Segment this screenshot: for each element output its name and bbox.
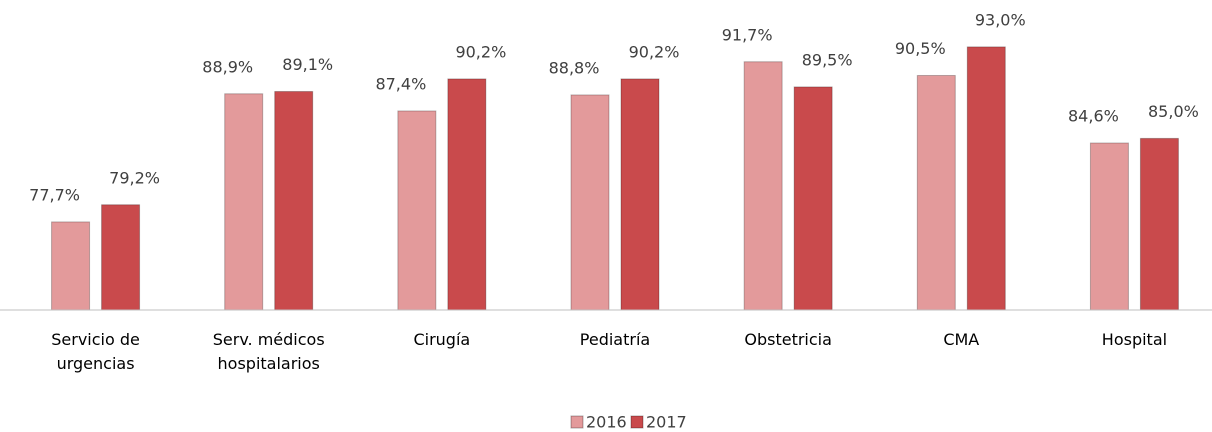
data-label: 89,5% (802, 50, 853, 69)
bar (447, 78, 487, 311)
bar (1139, 137, 1179, 311)
bar (570, 94, 610, 311)
x-tick-label: Hospital (1101, 330, 1168, 349)
data-label: 88,8% (549, 58, 600, 77)
data-label: 93,0% (975, 10, 1026, 29)
bar (1089, 142, 1129, 311)
bar (916, 74, 956, 311)
data-label: 88,9% (202, 57, 253, 76)
legend-label: 2016 (586, 413, 627, 432)
legend-label: 2017 (646, 413, 687, 432)
data-label: 90,2% (629, 42, 680, 61)
bar (743, 61, 783, 311)
legend-swatch (570, 415, 584, 429)
data-label: 84,6% (1068, 106, 1119, 125)
bar (966, 46, 1006, 311)
x-tick-label: CMA (943, 330, 980, 349)
x-tick-label: Serv. médicos hospitalarios (212, 330, 325, 373)
bar (274, 90, 314, 311)
x-tick-label: Servicio de urgencias (51, 330, 140, 373)
legend-swatch (630, 415, 644, 429)
data-label: 79,2% (109, 168, 160, 187)
data-label: 87,4% (375, 74, 426, 93)
bar (793, 86, 833, 311)
bar (101, 204, 141, 311)
x-tick-label: Pediatría (579, 330, 651, 349)
bar (397, 110, 437, 311)
data-label: 90,2% (455, 42, 506, 61)
data-label: 90,5% (895, 39, 946, 58)
bar (51, 221, 91, 311)
data-label: 89,1% (282, 55, 333, 74)
data-label: 85,0% (1148, 102, 1199, 121)
data-label: 77,7% (29, 185, 80, 204)
data-label: 91,7% (722, 25, 773, 44)
x-tick-label: Cirugía (413, 330, 471, 349)
x-tick-label: Obstetricia (744, 330, 832, 349)
bar (620, 78, 660, 311)
bar (224, 93, 264, 311)
